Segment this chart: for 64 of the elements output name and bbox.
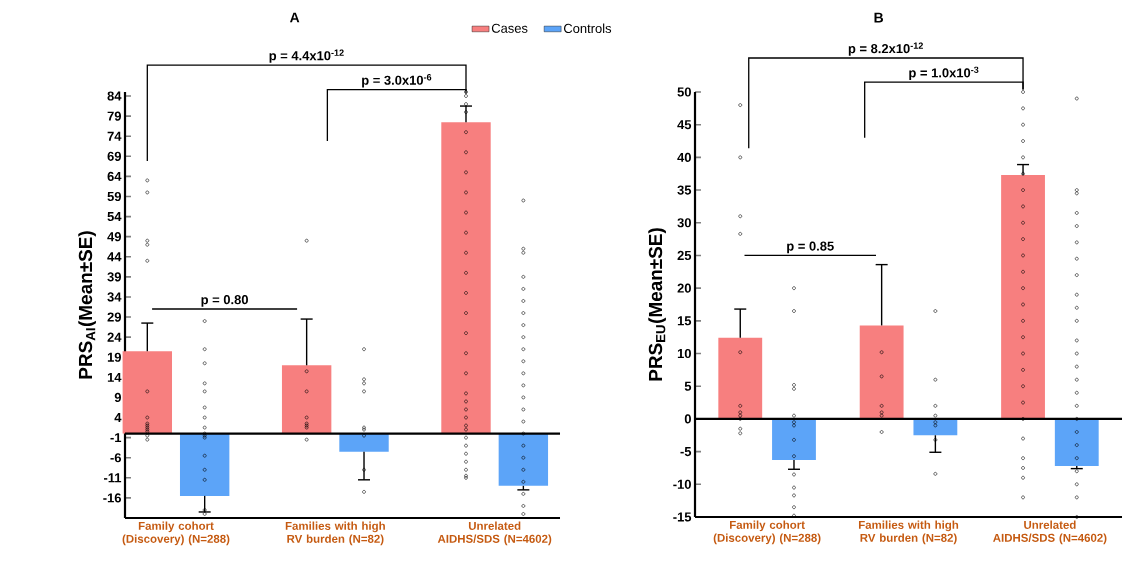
x-tick-label: Family cohort (Discovery) (N=288) — [713, 520, 821, 545]
x-tick-label: Families with high RV burden (N=82) — [285, 521, 385, 546]
y-tick-label: -15 — [673, 512, 692, 522]
bar — [339, 433, 389, 452]
y-tick-label: 25 — [677, 250, 692, 261]
chart-title: A — [289, 12, 300, 23]
annotation: p = 0.85 — [787, 241, 834, 254]
bar — [281, 365, 332, 434]
y-tick-label: 24 — [107, 332, 122, 342]
y-tick-label: 44 — [107, 252, 122, 262]
bar — [859, 325, 904, 419]
bar — [122, 351, 173, 434]
text: p = 4.4x10$^{-12}$ — [269, 49, 344, 63]
y-tick-label: 30 — [677, 218, 691, 228]
chart-title: B — [874, 12, 884, 23]
annotation: p = 0.80 — [201, 295, 248, 307]
y-tick-label: 15 — [677, 316, 692, 326]
y-tick-label: -10 — [673, 479, 691, 489]
y-tick-label: 4 — [114, 413, 122, 422]
text: p = 8.2x10$^{-12}$ — [848, 42, 923, 56]
y-tick-label: 50 — [677, 87, 691, 97]
y-axis-title: PRS$_{AI}$(Mean±SE) — [78, 231, 96, 379]
y-tick-label: 59 — [107, 191, 121, 202]
y-tick-label: 20 — [677, 283, 691, 293]
y-tick-label: 79 — [107, 111, 121, 121]
y-tick-label: 14 — [107, 372, 122, 382]
y-tick-label: 10 — [677, 348, 691, 359]
x-tick-label: Family cohort (Discovery) (N=288) — [122, 521, 230, 546]
y-tick-label: 64 — [107, 171, 122, 181]
bar — [1001, 175, 1045, 419]
y-axis-title: PRS$_{EU}$(Mean±SE) — [648, 228, 666, 381]
y-tick-label: 49 — [107, 232, 121, 242]
legend-label: Controls — [564, 23, 612, 34]
y-tick-label: 84 — [107, 91, 122, 101]
y-tick-label: 34 — [107, 292, 122, 302]
x-tick-label: Unrelated AIDHS/SDS (N=4602) — [437, 521, 552, 546]
bar — [718, 337, 763, 419]
bar — [913, 418, 958, 436]
y-tick-label: 29 — [107, 312, 121, 322]
y-tick-label: -11 — [103, 473, 122, 483]
y-tick-label: -16 — [103, 493, 122, 503]
y-tick-label: -1 — [110, 433, 122, 443]
y-tick-label: 39 — [107, 272, 121, 282]
text: p = 1.0x10$^{-3}$ — [909, 66, 979, 80]
y-tick-label: 35 — [677, 185, 692, 195]
y-tick-label: 5 — [684, 381, 692, 391]
x-tick-label: Families with high RV burden (N=82) — [858, 520, 959, 545]
y-tick-label: 19 — [107, 352, 121, 362]
bar — [772, 418, 816, 461]
bar — [179, 433, 230, 496]
y-tick-label: -6 — [110, 453, 122, 463]
y-tick-label: 54 — [107, 212, 122, 222]
y-tick-label: 0 — [684, 414, 691, 424]
bar — [498, 433, 549, 486]
y-tick-label: 69 — [107, 151, 121, 161]
y-tick-label: 45 — [677, 120, 692, 130]
y-tick-label: -5 — [680, 447, 692, 457]
bar — [1054, 418, 1099, 466]
y-tick-label: 74 — [107, 131, 122, 141]
x-tick-label: Unrelated AIDHS/SDS (N=4602) — [993, 520, 1107, 545]
text: p = 3.0x10$^{-6}$ — [362, 74, 432, 88]
legend-label: Cases — [491, 23, 528, 33]
y-tick-label: 40 — [677, 152, 691, 162]
y-tick-label: 9 — [114, 392, 121, 403]
